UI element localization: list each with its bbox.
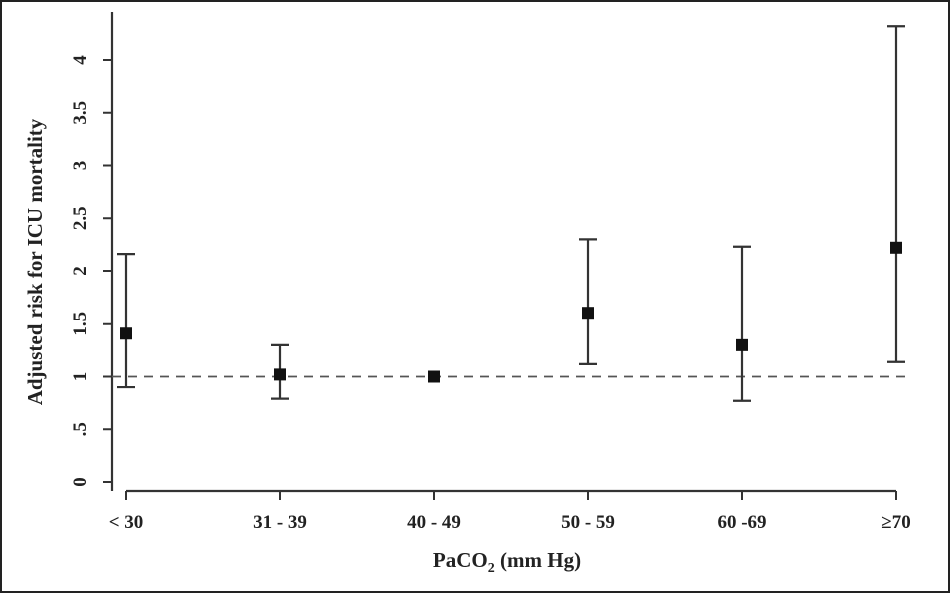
y-axis-title: Adjusted risk for ICU mortality: [23, 118, 47, 405]
x-tick-label: 40 - 49: [407, 512, 461, 533]
point-estimate: [890, 241, 902, 254]
y-tick-label: 1.5: [70, 312, 91, 336]
x-axis-title: PaCO2 (mm Hg): [433, 548, 581, 576]
y-tick-label: 1: [70, 372, 91, 382]
y-tick-label: 3.5: [70, 101, 91, 125]
x-tick-label: 50 - 59: [561, 512, 615, 533]
x-tick-label: ≥70: [881, 512, 910, 533]
y-tick-label: 2: [70, 266, 91, 276]
x-axis-title-suffix: (mm Hg): [495, 548, 581, 572]
point-estimate: [428, 370, 440, 383]
x-axis: < 30 31 - 39 40 - 49 50 - 59 60 -69 ≥70: [109, 489, 911, 533]
y-tick-label: 2.5: [70, 206, 91, 230]
y-tick-label: 0: [70, 477, 91, 487]
x-tick-label: < 30: [109, 512, 144, 533]
y-tick-label: 3: [70, 161, 91, 171]
y-tick-label: .5: [70, 422, 91, 436]
y-axis: 0 .5 1 1.5 2 2.5 3 3.5 4: [70, 12, 114, 491]
x-axis-title-subscript: 2: [488, 561, 495, 576]
point-estimate: [736, 338, 748, 351]
x-axis-title-main: PaCO: [433, 548, 488, 572]
error-bars: [117, 25, 905, 402]
y-tick-label: 4: [70, 55, 91, 65]
point-estimates: [120, 241, 902, 383]
x-tick-label: 31 - 39: [253, 512, 307, 533]
point-estimate: [120, 327, 132, 340]
point-estimate: [274, 368, 286, 381]
point-estimate: [582, 307, 594, 320]
x-tick-label: 60 -69: [717, 512, 766, 533]
